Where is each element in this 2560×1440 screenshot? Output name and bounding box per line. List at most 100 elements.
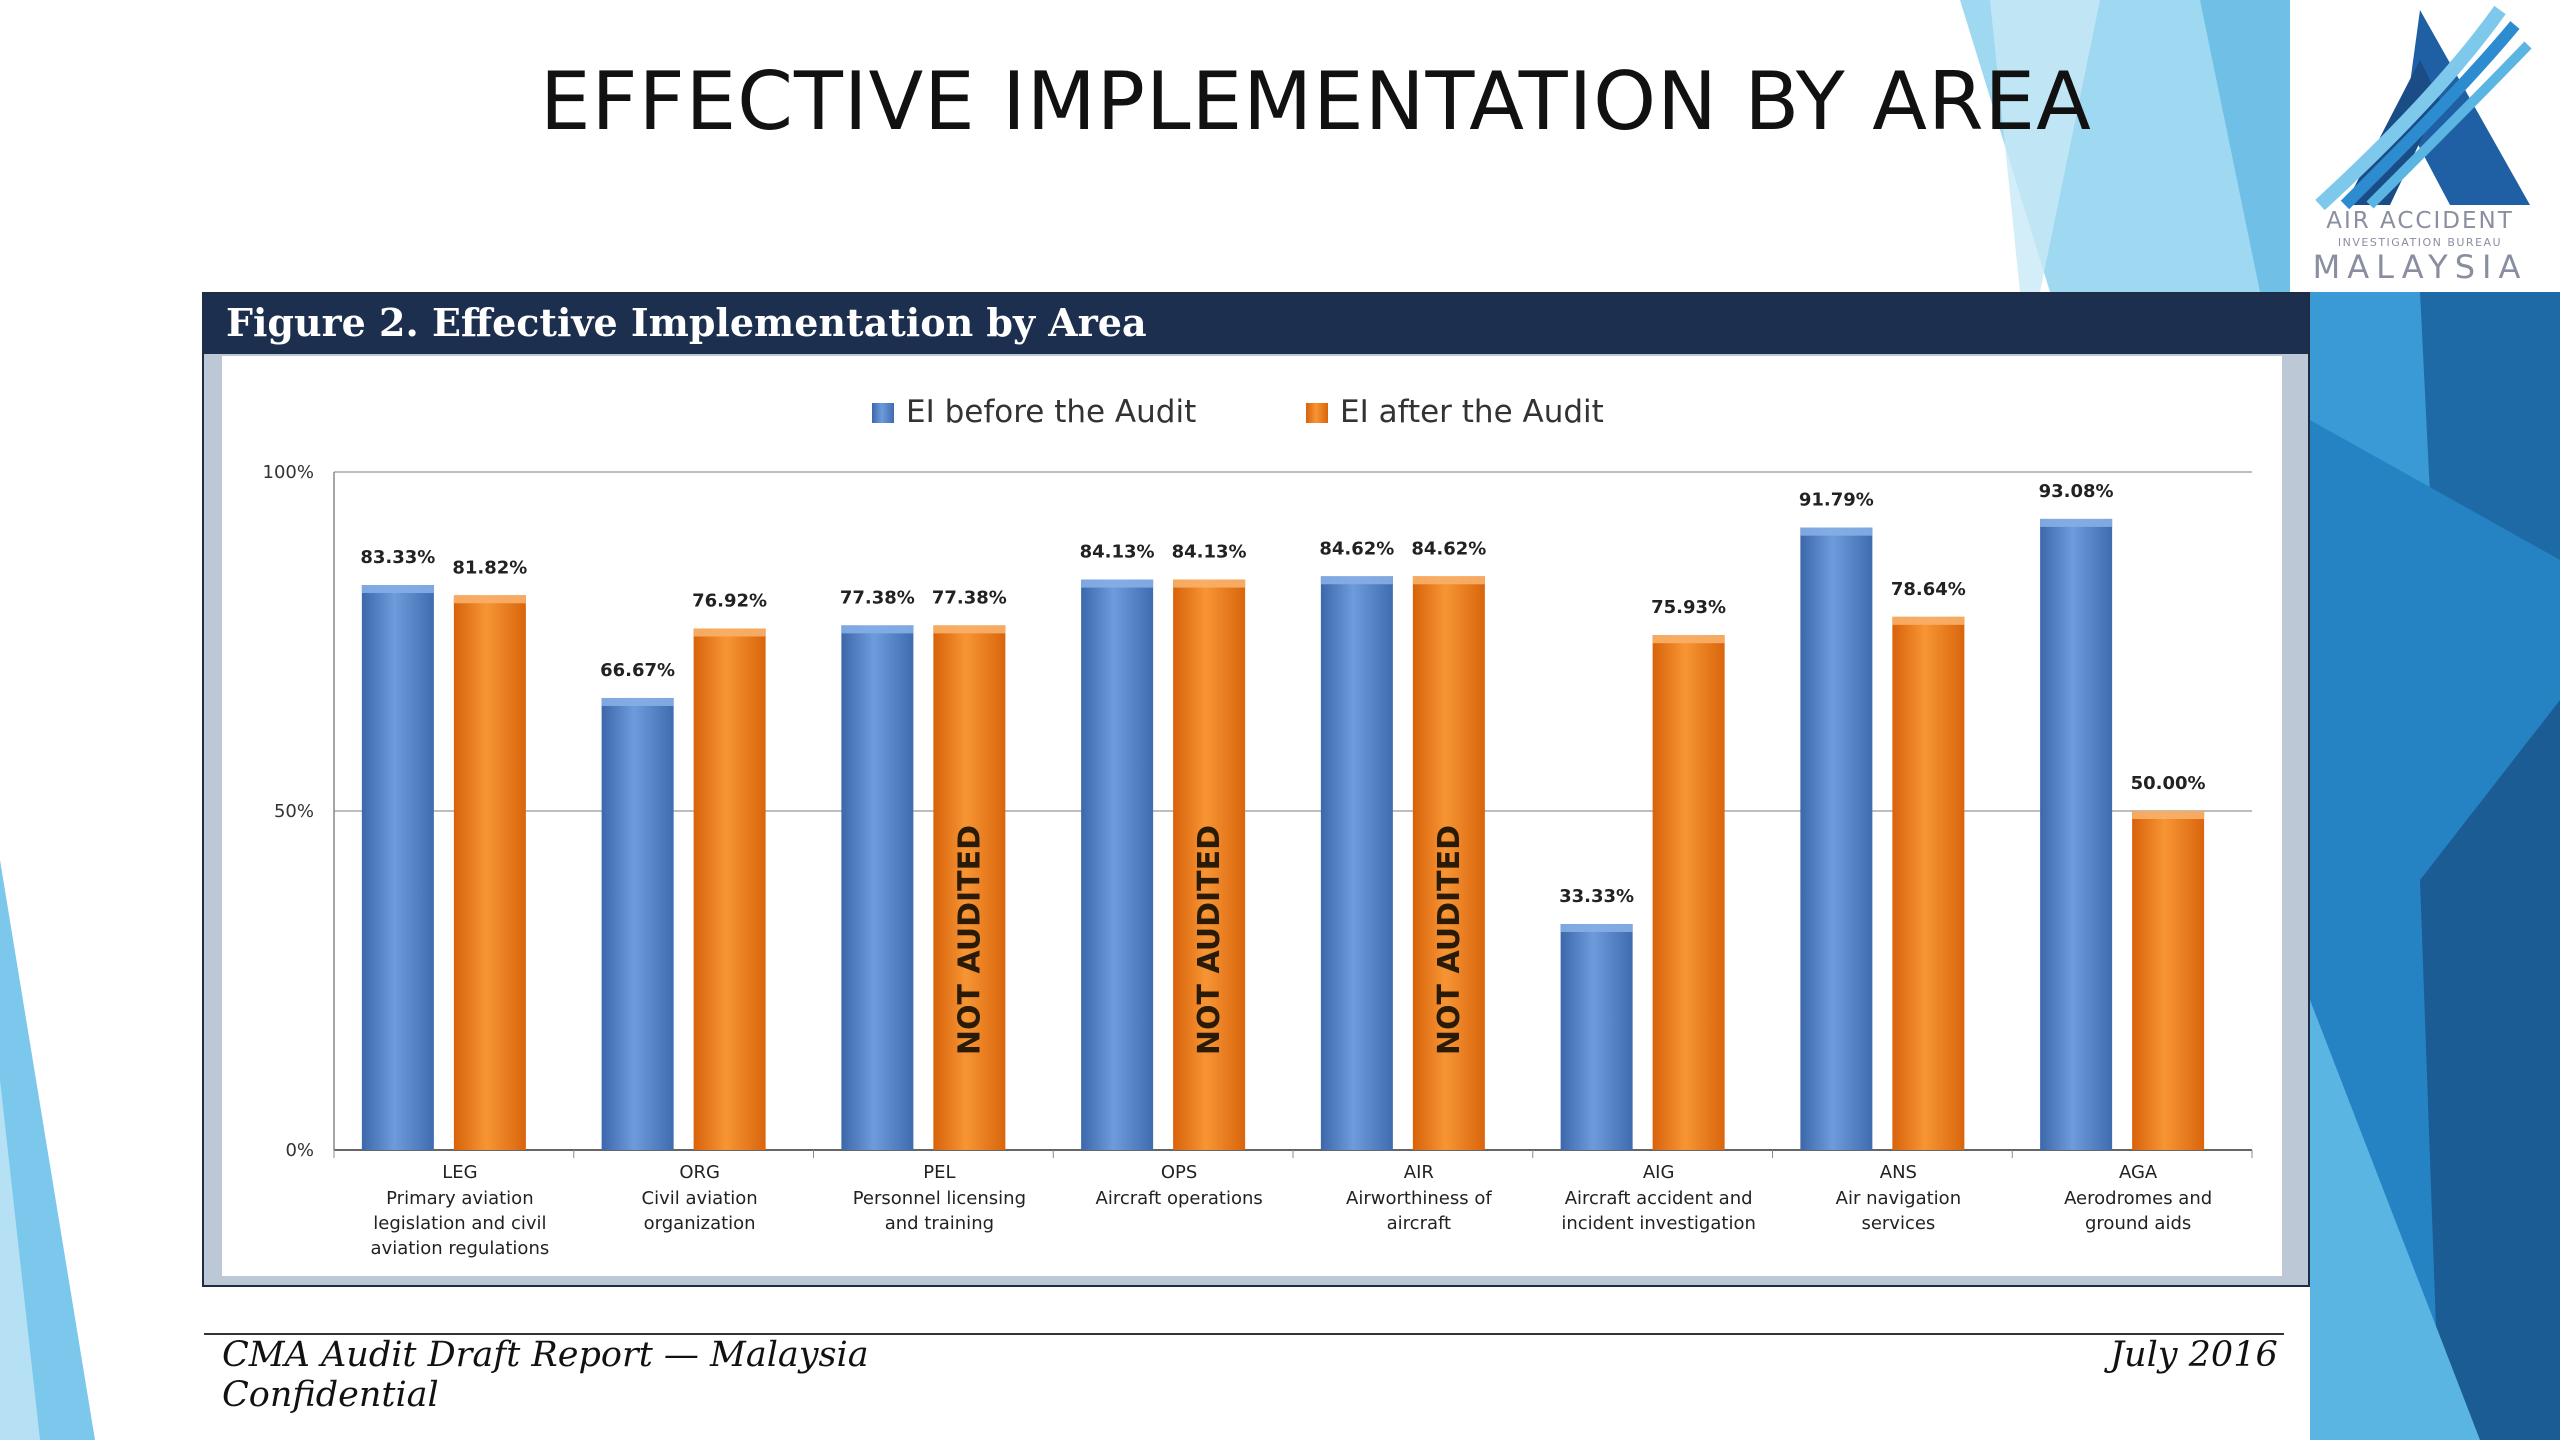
bar — [1173, 579, 1246, 1150]
figure-title: Figure 2. Effective Implementation by Ar… — [226, 300, 1147, 345]
bar — [2132, 811, 2205, 1150]
bar — [1081, 579, 1154, 1150]
bar-cap — [1320, 576, 1393, 585]
bar — [453, 595, 526, 1150]
data-label: 93.08% — [2039, 481, 2114, 502]
y-tick-label: 50% — [274, 801, 314, 822]
category-code: OPS — [1161, 1162, 1197, 1183]
plot-area: 0% 50% 100% EI before the Audit EI after the… — [222, 356, 2282, 1276]
category-code: ANS — [1880, 1162, 1917, 1183]
footer-date: July 2016 — [2110, 1335, 2278, 1375]
data-label: 91.79% — [1799, 490, 1874, 511]
category-description: organization — [644, 1213, 756, 1234]
data-label: 50.00% — [2131, 773, 2206, 794]
bar-cap — [1800, 527, 1873, 536]
data-label: 84.13% — [1080, 542, 1155, 563]
category-description: services — [1861, 1213, 1935, 1234]
bar-cap — [1560, 924, 1633, 933]
bar-cap — [1892, 616, 1965, 625]
data-label: 84.13% — [1172, 542, 1247, 563]
bar — [1560, 924, 1633, 1150]
data-label: 81.82% — [452, 557, 527, 578]
bar-cap — [361, 585, 434, 594]
figure-panel: Figure 2. Effective Implementation by Ar… — [202, 292, 2310, 1287]
category-description: aircraft — [1387, 1213, 1451, 1234]
aaib-logo-icon — [2315, 5, 2532, 210]
not-audited-annotation: NOT AUDITED — [952, 825, 987, 1055]
category-description: and training — [885, 1213, 994, 1234]
y-tick-label: 100% — [263, 462, 314, 483]
not-audited-annotation: NOT AUDITED — [1432, 825, 1467, 1055]
deco-panel — [2310, 1000, 2480, 1440]
bar-chart: 0% 50% 100% EI before the Audit EI after the… — [263, 394, 2253, 1259]
legend-label: EI before the Audit — [906, 394, 1196, 430]
not-audited-annotation: NOT AUDITED — [1192, 825, 1227, 1055]
deco-panel — [2420, 700, 2560, 1440]
data-label: 84.62% — [1319, 538, 1394, 559]
bar-cap — [1652, 635, 1725, 644]
bar-cap — [933, 625, 1006, 634]
data-label: 33.33% — [1559, 886, 1634, 907]
deco-shard — [2200, 0, 2290, 292]
bar-cap — [693, 628, 766, 637]
bar-cap — [453, 595, 526, 604]
bar — [1320, 576, 1393, 1150]
legend-label: EI after the Audit — [1340, 394, 1604, 430]
data-label: 78.64% — [1891, 579, 1966, 600]
bar-cap — [841, 625, 914, 634]
footer-report-title: CMA Audit Draft Report — Malaysia — [222, 1335, 869, 1375]
bar — [2040, 518, 2113, 1150]
data-label: 75.93% — [1651, 597, 1726, 618]
category-code: LEG — [442, 1162, 477, 1183]
logo-line-1: AIR ACCIDENT — [2326, 208, 2514, 234]
category-description: Aircraft accident and — [1565, 1188, 1753, 1209]
category-description: Air navigation — [1836, 1188, 1961, 1209]
logo-line-2: INVESTIGATION BUREAU — [2337, 236, 2503, 249]
logo: AIR ACCIDENT INVESTIGATION BUREAU MALAYS… — [2300, 0, 2560, 290]
slide-title: EFFECTIVE IMPLEMENTATION BY AREA — [540, 55, 2092, 148]
bar — [1412, 576, 1485, 1150]
figure-header: Figure 2. Effective Implementation by Ar… — [204, 294, 2308, 354]
category-description: Primary aviation — [386, 1188, 533, 1209]
bar — [841, 625, 914, 1150]
y-tick-label: 0% — [285, 1140, 314, 1161]
category-description: Aerodromes and — [2064, 1188, 2212, 1209]
category-description: ground aids — [2085, 1213, 2191, 1234]
deco-shard — [1990, 0, 2100, 292]
category-code: AIG — [1643, 1162, 1675, 1183]
bar-cap — [2132, 811, 2205, 819]
bar — [1892, 616, 1965, 1150]
category-description: Civil aviation — [642, 1188, 758, 1209]
footer-divider — [204, 1333, 2284, 1335]
bar-cap — [1412, 576, 1485, 585]
data-label: 76.92% — [692, 590, 767, 611]
data-label: 66.67% — [600, 660, 675, 681]
footer-confidential: Confidential — [222, 1375, 439, 1415]
category-description: aviation regulations — [371, 1238, 550, 1259]
bar — [693, 628, 766, 1150]
bar-cap — [1081, 579, 1154, 588]
data-label: 77.38% — [932, 587, 1007, 608]
bar-cap — [1173, 579, 1246, 588]
category-description: Airworthiness of — [1346, 1188, 1492, 1209]
deco-shard — [0, 1080, 40, 1440]
bar — [1800, 527, 1873, 1150]
logo-line-3: MALAYSIA — [2312, 248, 2528, 286]
bar-cap — [2040, 518, 2113, 527]
legend-swatch — [1306, 403, 1328, 423]
bar — [601, 697, 674, 1150]
category-description: Personnel licensing — [853, 1188, 1026, 1209]
category-description: incident investigation — [1561, 1213, 1756, 1234]
bar-cap — [601, 697, 674, 706]
category-code: PEL — [923, 1162, 955, 1183]
bar — [933, 625, 1006, 1150]
category-code: AIR — [1404, 1162, 1434, 1183]
category-description: Aircraft operations — [1096, 1188, 1263, 1209]
bar — [1652, 635, 1725, 1150]
data-label: 77.38% — [840, 587, 915, 608]
data-label: 84.62% — [1411, 538, 1486, 559]
bar — [361, 585, 434, 1150]
category-description: legislation and civil — [373, 1213, 546, 1234]
legend-swatch — [872, 403, 894, 423]
